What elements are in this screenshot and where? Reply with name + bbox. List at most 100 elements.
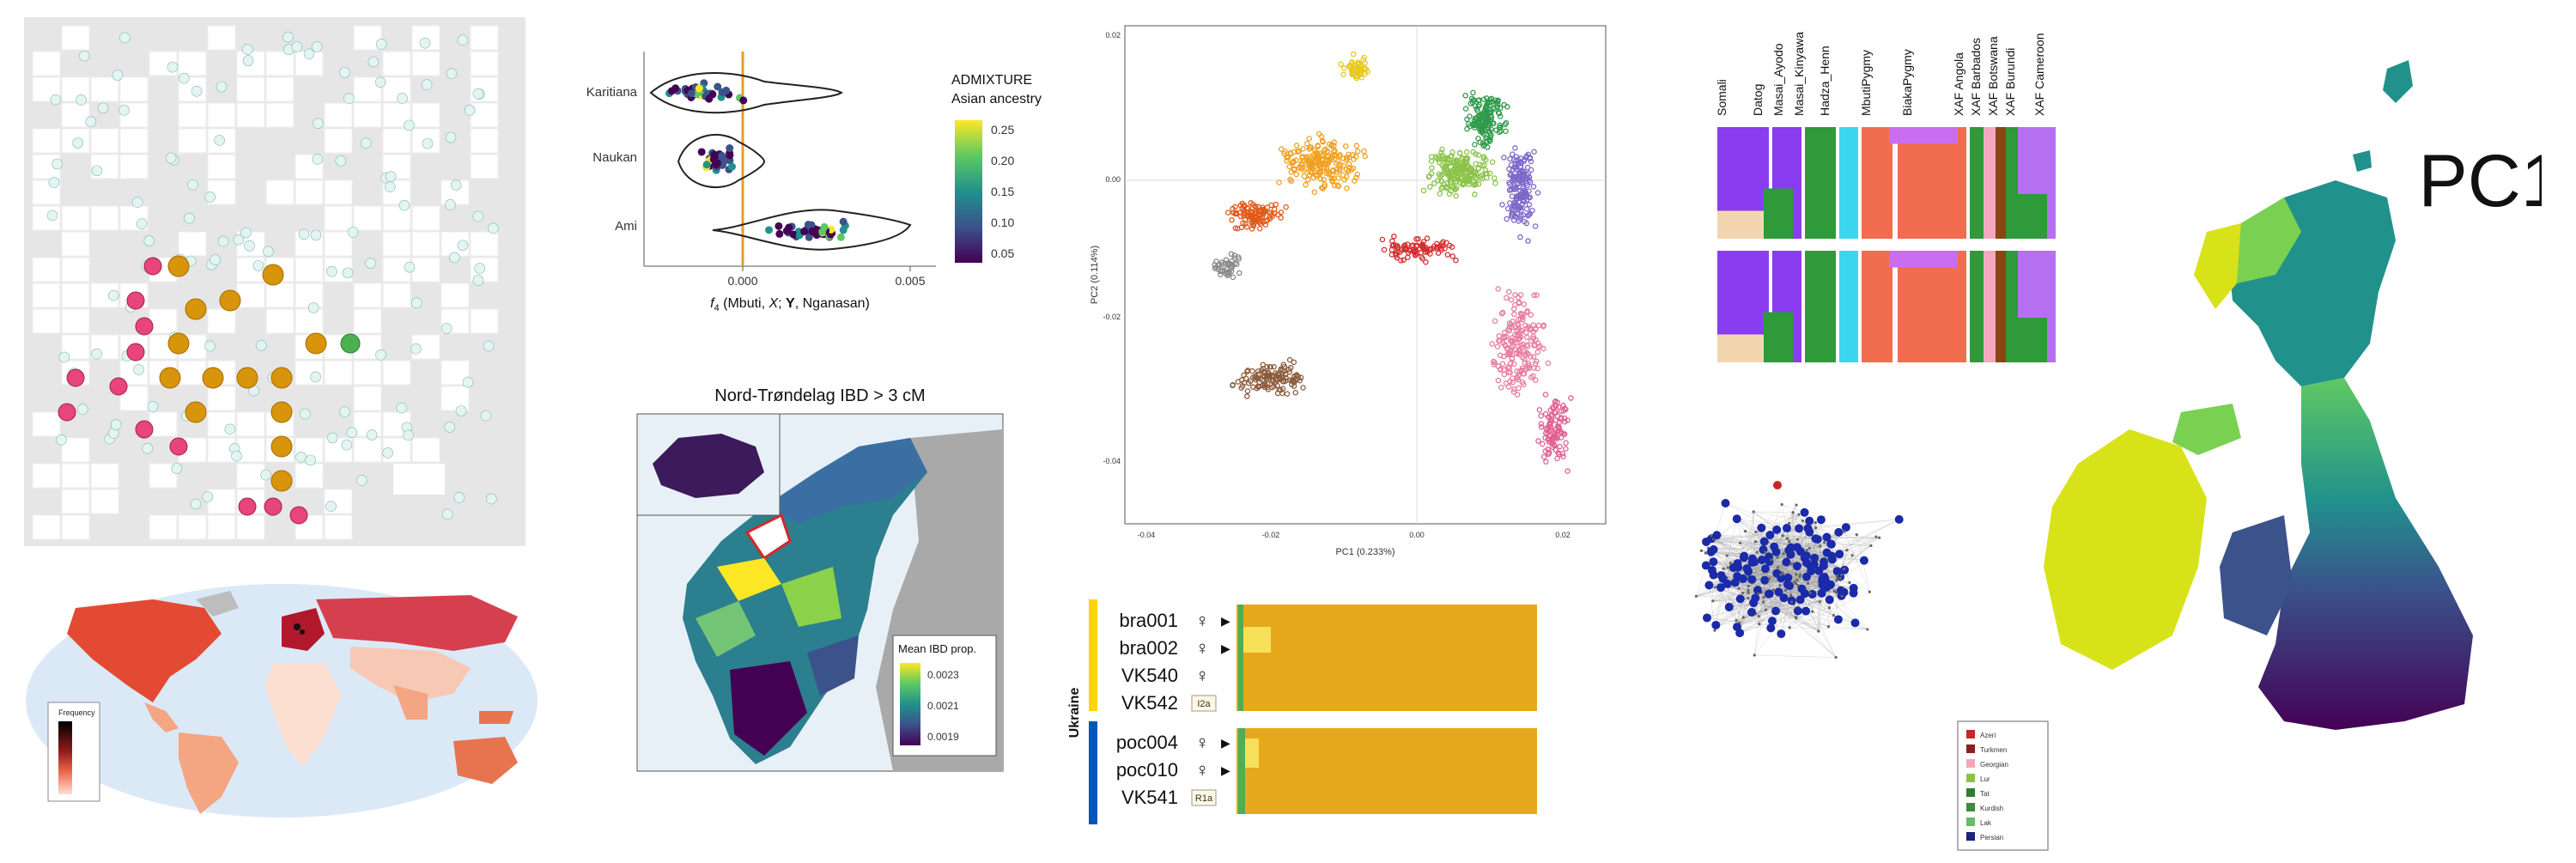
network-node — [1722, 568, 1724, 570]
grid-cell — [120, 77, 148, 101]
pie-glyph-orange — [185, 299, 206, 319]
ancestry-segment — [1238, 728, 1245, 814]
pca-y-tick: -0.02 — [1103, 313, 1121, 321]
grid-cell — [412, 206, 440, 230]
network-node — [1747, 592, 1750, 594]
pie-glyph — [137, 219, 147, 229]
pie-glyph — [148, 401, 158, 411]
pie-glyph-orange — [203, 368, 223, 388]
pie-glyph — [445, 422, 455, 432]
network-node — [1811, 611, 1814, 613]
network-node — [1834, 528, 1843, 537]
pie-glyph — [73, 137, 83, 148]
grid-cell — [91, 464, 118, 488]
grid-cell — [208, 386, 235, 410]
network-node — [1792, 511, 1795, 514]
grid-cell — [179, 52, 206, 76]
pie-glyph — [326, 266, 337, 277]
network-node — [1796, 584, 1799, 586]
network-node — [1783, 574, 1792, 582]
grid-cell — [412, 232, 440, 256]
pca-panel: -0.04 -0.02 0.00 0.02 0.02 0.00 -0.02 -0… — [1073, 17, 1623, 567]
network-node — [1747, 589, 1749, 592]
pie-glyph — [218, 236, 228, 246]
network-node — [1833, 590, 1836, 593]
pie-glyph — [261, 470, 271, 480]
violin-legend-tick: 0.15 — [991, 185, 1014, 198]
admixture-segment — [1801, 127, 1805, 239]
network-node — [1719, 574, 1728, 583]
pie-glyph-orange — [306, 333, 326, 354]
network-node — [1765, 531, 1774, 539]
network-node — [1740, 552, 1748, 561]
admixture-pop-label: BiakaPygmy — [1900, 49, 1914, 116]
network-legend-label: Azeri — [1980, 732, 1996, 739]
ukraine-flag-blue — [1089, 721, 1097, 824]
grid-cell — [62, 232, 89, 256]
pie-glyph — [366, 258, 376, 269]
grid-cell — [62, 515, 89, 539]
pie-glyph-red — [127, 343, 144, 361]
grid-cell — [383, 232, 410, 256]
admixture-segment — [1966, 127, 1970, 239]
network-node — [1874, 535, 1877, 538]
network-node — [1753, 653, 1756, 656]
network-node — [1742, 564, 1751, 573]
ibd-legend-tick: 0.0019 — [927, 731, 959, 743]
network-legend-swatch — [1966, 744, 1975, 753]
pie-glyph — [86, 117, 96, 127]
pca-x-tick: 0.02 — [1555, 531, 1571, 539]
grid-cell — [266, 77, 294, 101]
pie-glyph — [191, 86, 202, 96]
grid-cell — [471, 103, 498, 127]
pie-glyph — [179, 73, 189, 83]
pie-glyph — [263, 246, 273, 257]
admixture-segment — [1984, 127, 1996, 239]
grid-cell — [91, 129, 118, 153]
violin-point — [668, 87, 676, 94]
pie-glyph — [422, 138, 433, 149]
admixture-pop-label: XAF Botswana — [1986, 36, 2000, 116]
grid-cell — [208, 103, 235, 127]
network-node — [1793, 562, 1801, 570]
violin-x-tick-label: 0.000 — [727, 274, 757, 288]
pie-glyph — [339, 67, 349, 77]
grid-cell — [179, 515, 206, 539]
grid-cell — [62, 26, 89, 50]
admixture-pop-label: MbutiPygmy — [1859, 50, 1873, 116]
pie-glyph-red — [290, 507, 307, 524]
network-node — [1808, 547, 1811, 550]
pie-glyph — [442, 509, 453, 520]
admixture-segment — [1970, 251, 1984, 362]
ukraine-sample-id: bra002 — [1119, 637, 1178, 659]
network-node — [1789, 562, 1792, 565]
pie-glyph — [312, 41, 322, 52]
pie-glyph-orange — [271, 471, 292, 491]
network-node — [1851, 554, 1854, 556]
ibd-legend-tick: 0.0021 — [927, 700, 959, 712]
grid-cell — [441, 283, 469, 307]
pie-glyph — [422, 80, 432, 90]
network-node — [1710, 545, 1718, 554]
network-edge — [1753, 512, 1793, 513]
pca-y-tick: 0.00 — [1105, 175, 1121, 184]
grid-cell — [354, 438, 381, 462]
violin-point — [698, 148, 706, 155]
grid-cell — [471, 52, 498, 76]
violin-legend-tick: 0.25 — [991, 123, 1014, 137]
network-node — [1703, 613, 1711, 622]
admixture-segment — [1836, 127, 1839, 239]
indonesia-shape — [479, 711, 513, 724]
network-node — [1814, 521, 1817, 524]
pie-glyph — [77, 404, 88, 414]
violin-point — [775, 222, 782, 230]
network-node — [1796, 547, 1805, 556]
pie-glyph — [253, 260, 264, 270]
network-node — [1733, 623, 1741, 631]
grid-cell — [325, 361, 352, 385]
grid-cell — [179, 232, 206, 256]
pie-glyph — [300, 409, 310, 419]
pie-glyph — [119, 105, 130, 115]
grid-cell — [237, 412, 264, 436]
